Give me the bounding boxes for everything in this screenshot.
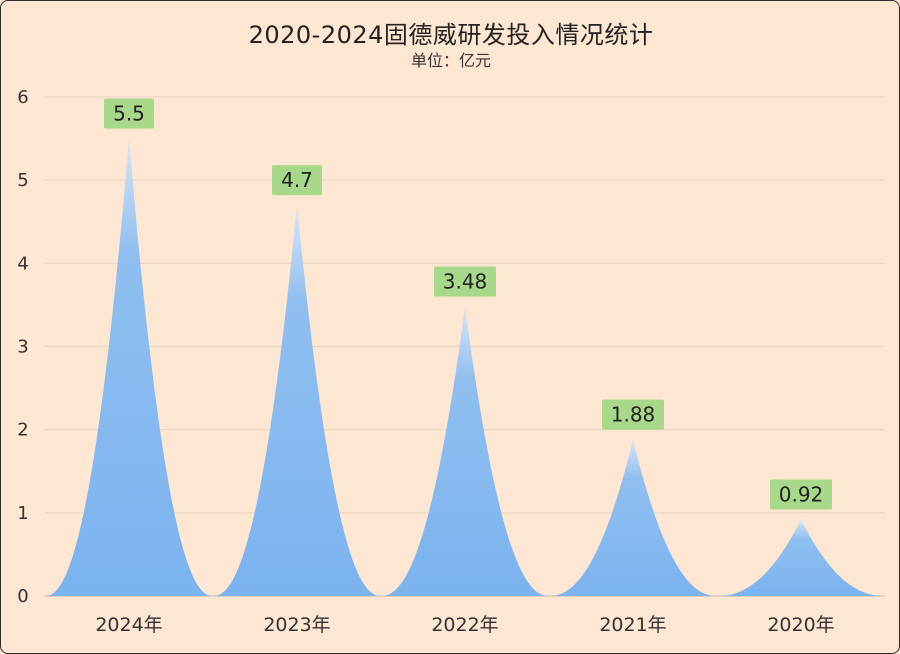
- data-spike: [381, 306, 549, 596]
- chart-title: 2020-2024固德威研发投入情况统计: [248, 21, 654, 49]
- data-spike: [213, 205, 381, 596]
- x-tick-label: 2020年: [767, 614, 834, 636]
- y-tick-label: 5: [17, 170, 28, 191]
- y-tick-label: 6: [17, 87, 28, 108]
- y-tick-label: 1: [17, 503, 28, 524]
- data-label-text: 5.5: [113, 102, 145, 126]
- x-axis: 2024年 2023年 2022年 2021年 2020年: [95, 614, 834, 636]
- data-label-box: [434, 266, 496, 297]
- data-spike: [45, 138, 213, 596]
- data-label: 1.88: [602, 399, 664, 430]
- data-label-text: 3.48: [443, 270, 488, 294]
- data-labels: 5.5 4.7 3.48 1.88 0.92: [104, 98, 832, 510]
- y-tick-label: 4: [17, 253, 28, 274]
- chart-subtitle: 单位：亿元: [410, 51, 491, 70]
- data-label: 3.48: [434, 266, 496, 297]
- data-spike: [549, 439, 717, 596]
- data-label-text: 4.7: [281, 168, 313, 192]
- data-label-text: 0.92: [779, 482, 824, 506]
- data-label-box: [104, 98, 154, 129]
- data-label: 4.7: [272, 165, 322, 196]
- data-label-box: [602, 399, 664, 430]
- data-label-box: [272, 165, 322, 196]
- data-label: 5.5: [104, 98, 154, 129]
- y-axis: 0 1 2 3 4 5 6: [17, 87, 28, 607]
- area-series: [45, 138, 885, 596]
- x-tick-label: 2023年: [263, 614, 330, 636]
- data-spike: [717, 519, 885, 596]
- y-tick-label: 3: [17, 337, 28, 358]
- data-label-box: [770, 479, 832, 510]
- data-label-text: 1.88: [611, 403, 656, 427]
- y-tick-label: 2: [17, 420, 28, 441]
- data-label: 0.92: [770, 479, 832, 510]
- y-tick-label: 0: [17, 586, 28, 607]
- x-tick-label: 2022年: [431, 614, 498, 636]
- x-tick-label: 2024年: [95, 614, 162, 636]
- x-tick-label: 2021年: [599, 614, 666, 636]
